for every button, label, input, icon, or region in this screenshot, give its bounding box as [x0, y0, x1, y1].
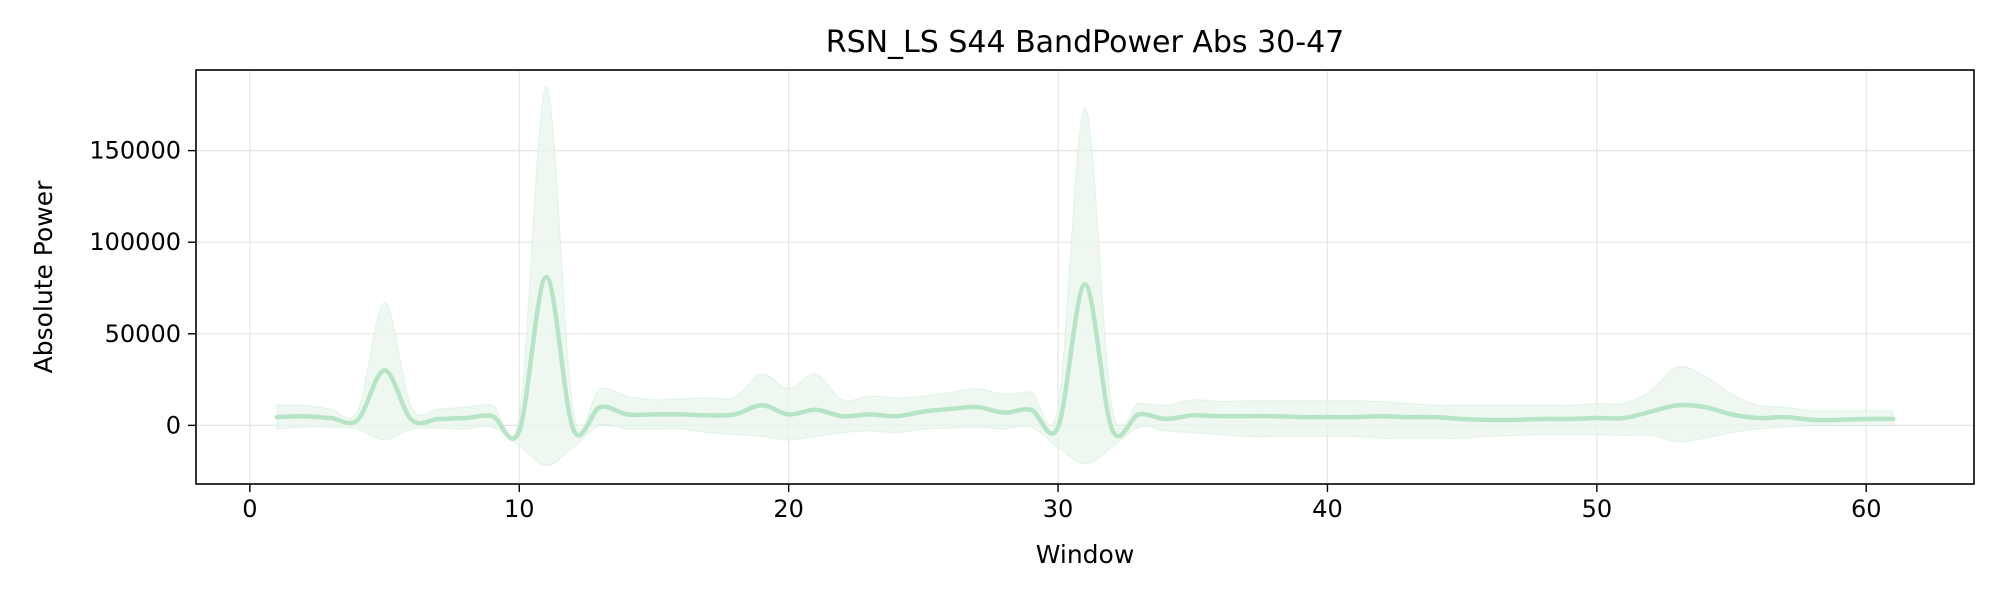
x-tick-label: 30	[1043, 495, 1074, 523]
x-tick-label: 50	[1582, 495, 1613, 523]
x-tick-label: 0	[242, 495, 257, 523]
x-tick-label: 10	[504, 495, 535, 523]
plot-frame	[195, 69, 1975, 485]
y-tick-label: 50000	[105, 320, 181, 348]
y-tick-label: 0	[166, 411, 181, 439]
band-layer	[276, 85, 1894, 467]
x-axis-label: Window	[1036, 540, 1135, 569]
confidence-band	[276, 85, 1894, 467]
y-axis-label: Absolute Power	[29, 180, 58, 374]
chart-title: RSN_LS S44 BandPower Abs 30-47	[826, 25, 1345, 60]
x-tick-label: 20	[773, 495, 804, 523]
tick-layer: 0 10 20 30 40 50 60 0 50000 100000 150000	[89, 137, 1881, 523]
x-tick-label: 60	[1851, 495, 1882, 523]
y-tick-label: 150000	[89, 137, 181, 165]
y-tick-label: 100000	[89, 228, 181, 256]
line-layer	[274, 274, 1896, 441]
series-line	[274, 274, 1896, 441]
x-tick-label: 40	[1312, 495, 1343, 523]
